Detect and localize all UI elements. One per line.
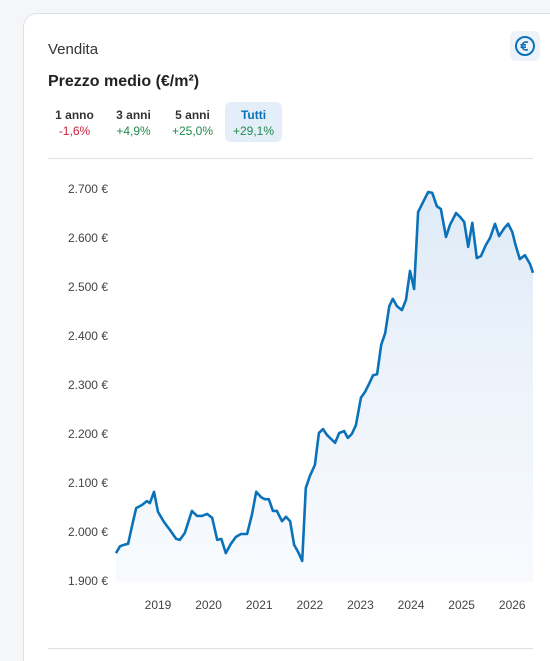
y-tick-label: 2.200 € bbox=[68, 427, 108, 441]
area-fill bbox=[116, 192, 533, 582]
x-tick-label: 2019 bbox=[145, 598, 172, 612]
period-tab[interactable]: 1 anno -1,6% bbox=[48, 102, 101, 142]
period-tab[interactable]: 5 anni +25,0% bbox=[166, 102, 219, 142]
tab-change: +29,1% bbox=[232, 124, 275, 138]
y-tick-label: 1.900 € bbox=[68, 574, 108, 588]
chart-title: Prezzo medio (€/m²) bbox=[48, 73, 200, 90]
tab-change: +25,0% bbox=[171, 124, 214, 138]
y-tick-label: 2.600 € bbox=[68, 231, 108, 245]
period-tabs: 1 anno -1,6% 3 anni +4,9% 5 anni +25,0% Tutti +… bbox=[48, 102, 282, 142]
tab-label: 1 anno bbox=[55, 108, 94, 122]
section-label: Vendita bbox=[48, 41, 99, 58]
currency-icon bbox=[515, 36, 535, 56]
y-tick-label: 2.100 € bbox=[68, 476, 108, 490]
x-tick-label: 2020 bbox=[195, 598, 222, 612]
x-tick-label: 2024 bbox=[398, 598, 425, 612]
y-tick-label: 2.700 € bbox=[68, 182, 108, 196]
tab-change: -1,6% bbox=[58, 124, 91, 138]
x-tick-label: 2023 bbox=[347, 598, 374, 612]
tab-label: 5 anni bbox=[175, 108, 210, 122]
y-tick-label: 2.300 € bbox=[68, 378, 108, 392]
tab-label: 3 anni bbox=[116, 108, 151, 122]
x-tick-label: 2022 bbox=[296, 598, 323, 612]
divider bbox=[48, 648, 533, 649]
period-tab[interactable]: 3 anni +4,9% bbox=[107, 102, 160, 142]
divider bbox=[48, 158, 533, 159]
price-line bbox=[114, 190, 535, 563]
y-tick-label: 2.000 € bbox=[68, 525, 108, 539]
tab-label: Tutti bbox=[240, 108, 267, 122]
currency-button[interactable] bbox=[510, 31, 540, 61]
period-tab[interactable]: Tutti +29,1% bbox=[225, 102, 282, 142]
tab-change: +4,9% bbox=[116, 124, 151, 138]
x-tick-label: 2021 bbox=[246, 598, 273, 612]
y-tick-label: 2.400 € bbox=[68, 329, 108, 343]
x-tick-label: 2026 bbox=[499, 598, 526, 612]
x-tick-label: 2025 bbox=[448, 598, 475, 612]
y-tick-label: 2.500 € bbox=[68, 280, 108, 294]
